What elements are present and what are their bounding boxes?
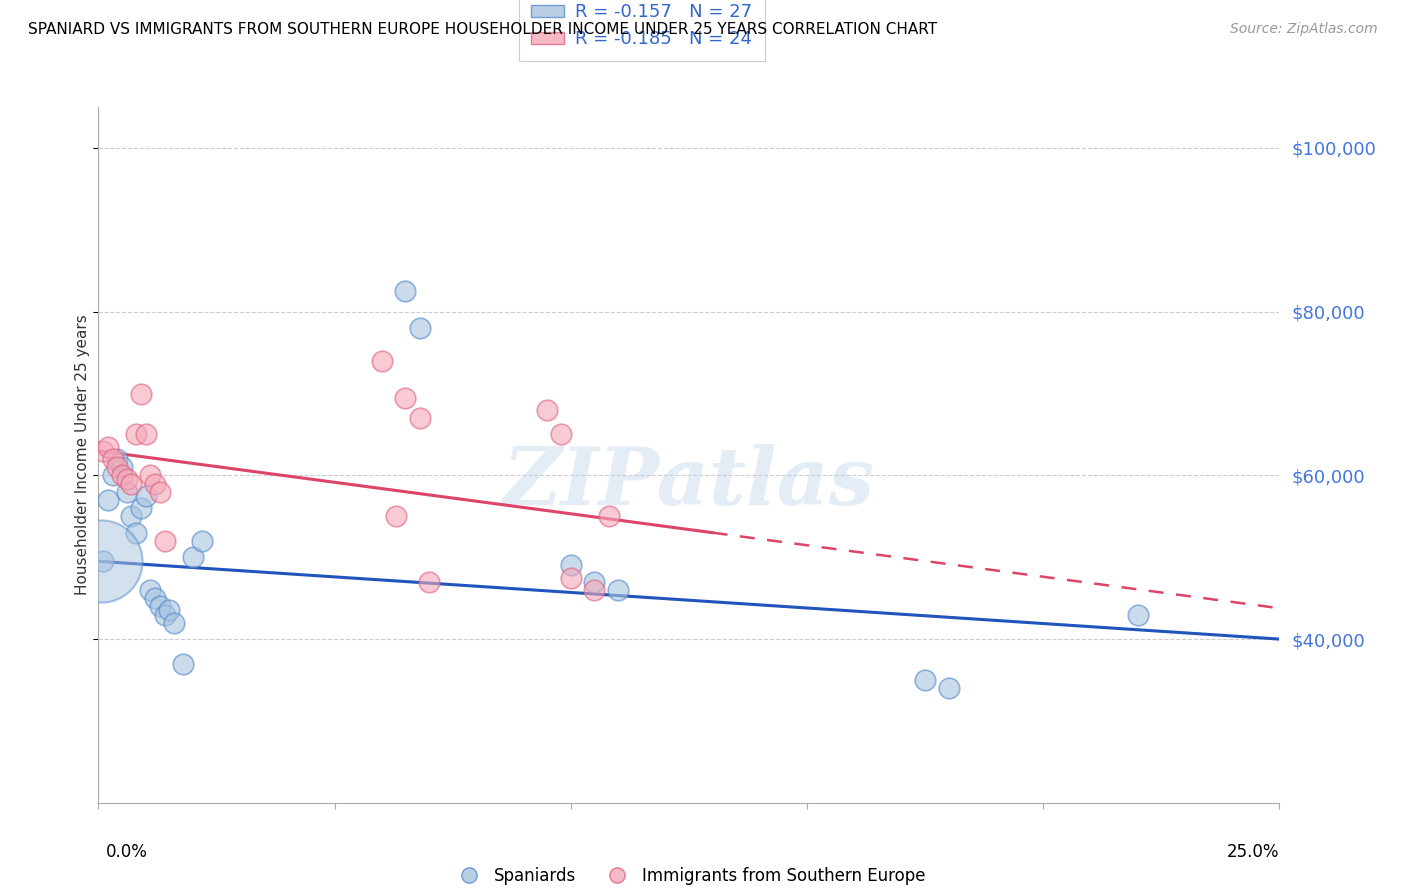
Point	[101, 468, 124, 483]
Point	[583, 574, 606, 589]
Point	[153, 607, 176, 622]
Point	[105, 452, 128, 467]
Point	[129, 386, 152, 401]
Point	[394, 391, 416, 405]
Text: ZIPatlas: ZIPatlas	[503, 444, 875, 522]
Point	[1126, 607, 1149, 622]
Point	[598, 509, 620, 524]
Point	[139, 582, 162, 597]
Point	[172, 657, 194, 671]
Point	[536, 403, 558, 417]
Point	[583, 582, 606, 597]
Point	[408, 321, 430, 335]
Point	[97, 440, 120, 454]
Text: 25.0%: 25.0%	[1227, 843, 1279, 861]
Point	[101, 452, 124, 467]
Point	[135, 489, 157, 503]
Point	[560, 558, 582, 573]
Point	[97, 492, 120, 507]
Point	[550, 427, 572, 442]
Point	[149, 484, 172, 499]
Point	[149, 599, 172, 614]
Point	[385, 509, 408, 524]
Point	[115, 473, 138, 487]
Point	[560, 571, 582, 585]
Point	[115, 484, 138, 499]
Point	[914, 673, 936, 687]
Point	[135, 427, 157, 442]
Point	[607, 582, 630, 597]
Text: SPANIARD VS IMMIGRANTS FROM SOUTHERN EUROPE HOUSEHOLDER INCOME UNDER 25 YEARS CO: SPANIARD VS IMMIGRANTS FROM SOUTHERN EUR…	[28, 22, 938, 37]
Point	[125, 427, 148, 442]
Point	[91, 554, 114, 568]
Text: 0.0%: 0.0%	[105, 843, 148, 861]
Point	[938, 681, 960, 696]
Point	[121, 509, 143, 524]
Legend: Spaniards, Immigrants from Southern Europe: Spaniards, Immigrants from Southern Euro…	[446, 861, 932, 892]
Point	[408, 411, 430, 425]
Point	[153, 533, 176, 548]
Point	[163, 615, 186, 630]
Point	[371, 353, 394, 368]
Point	[91, 443, 114, 458]
Point	[191, 533, 214, 548]
Point	[418, 574, 440, 589]
Point	[90, 554, 112, 568]
Text: Source: ZipAtlas.com: Source: ZipAtlas.com	[1230, 22, 1378, 37]
Point	[143, 476, 166, 491]
Point	[105, 460, 128, 475]
Point	[181, 550, 204, 565]
Point	[121, 476, 143, 491]
Point	[111, 468, 134, 483]
Point	[157, 603, 180, 617]
Y-axis label: Householder Income Under 25 years: Householder Income Under 25 years	[75, 315, 90, 595]
Point	[143, 591, 166, 606]
Point	[129, 501, 152, 516]
Point	[394, 284, 416, 298]
Point	[139, 468, 162, 483]
Point	[111, 460, 134, 475]
Point	[125, 525, 148, 540]
